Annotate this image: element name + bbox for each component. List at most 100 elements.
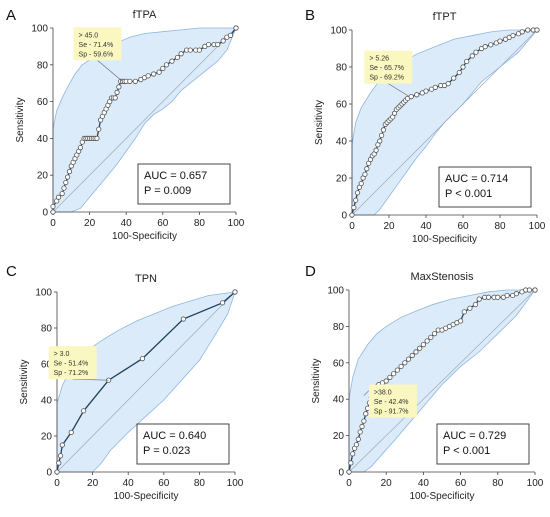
p-value: P < 0.001 (443, 445, 490, 457)
roc-point (357, 429, 363, 435)
x-tick-label: 0 (54, 478, 60, 489)
x-tick-label: 0 (349, 221, 355, 232)
x-tick-label: 0 (346, 478, 352, 489)
roc-point (205, 41, 212, 48)
roc-panel-a: 0 20 40 60 80 100 0 20 40 60 80 100 > 45.0 Se - 71.4%… (6, 7, 245, 242)
roc-point (160, 65, 166, 72)
x-tick-label: 80 (194, 478, 206, 489)
roc-point (59, 191, 65, 197)
roc-point (428, 334, 434, 340)
diagonal-reference-line (348, 289, 536, 473)
roc-point (413, 349, 419, 355)
roc-point (488, 42, 494, 48)
y-tick-label: 100 (31, 24, 48, 35)
roc-point (116, 84, 122, 90)
x-tick-label: 60 (455, 478, 467, 489)
roc-markers (54, 289, 238, 475)
roc-point (495, 294, 501, 300)
roc-point (81, 408, 87, 414)
roc-point (423, 88, 429, 94)
roc-point (391, 371, 397, 377)
y-tick-label: 100 (327, 286, 344, 297)
roc-point (57, 453, 64, 459)
y-axis-label: Sensitivity (314, 100, 325, 145)
roc-point (354, 190, 361, 196)
roc-point (472, 301, 479, 308)
roc-point (504, 292, 510, 299)
x-tick-label: 100 (227, 478, 244, 489)
cutoff-annotation-box (368, 384, 417, 418)
y-tick-label: 60 (333, 358, 345, 369)
roc-point (424, 338, 430, 344)
roc-point (432, 84, 438, 90)
roc-point (63, 179, 69, 186)
roc-point (456, 69, 462, 76)
y-tick-label: 40 (333, 395, 345, 406)
x-tick-label: 80 (494, 221, 506, 232)
panel-title: TPN (135, 273, 157, 285)
x-axis-label: 100-Specificity (112, 231, 177, 242)
roc-point (510, 32, 516, 39)
cutoff-annotation-text: Se - 71.4% (79, 42, 114, 49)
roc-point (232, 289, 238, 295)
roc-point (77, 145, 84, 151)
roc-point (56, 460, 62, 466)
x-tick-label: 0 (50, 218, 56, 229)
roc-point (513, 291, 520, 297)
y-axis-label: Sensitivity (19, 359, 30, 404)
roc-panel-b: 0 20 40 60 80 100 0 20 40 60 80 100 > 5.26 Se - 65.7%… (305, 7, 546, 245)
cutoff-annotation-box (73, 27, 122, 61)
roc-point (348, 460, 354, 466)
roc-point (358, 180, 364, 187)
y-tick-label: 100 (35, 288, 52, 299)
roc-point (405, 356, 412, 362)
roc-point (94, 135, 100, 141)
roc-point (151, 71, 157, 77)
y-tick-label: 60 (37, 97, 49, 108)
roc-point (355, 436, 361, 442)
auc-stats-box (136, 423, 230, 465)
panel-title: fTPA (133, 9, 157, 21)
roc-point (363, 411, 369, 417)
x-axis-label: 100-Specificity (113, 491, 178, 502)
cutoff-annotation-text: Sp - 91.7% (374, 409, 409, 416)
roc-point (187, 47, 193, 53)
y-tick-label: 20 (37, 171, 49, 182)
x-axis-label: 100-Specificity (409, 491, 474, 502)
x-tick-label: 100 (527, 478, 544, 489)
roc-point (417, 345, 423, 351)
roc-point (139, 355, 146, 362)
auc-stats-box (438, 166, 532, 208)
cutoff-annotation-text: >38.0 (374, 390, 392, 397)
cutoff-annotation-text: > 5.26 (369, 56, 389, 63)
roc-point (351, 205, 357, 211)
roc-point (215, 41, 221, 48)
roc-point (398, 363, 404, 370)
x-tick-label: 100 (228, 218, 245, 229)
roc-point (196, 47, 202, 53)
y-tick-label: 60 (41, 360, 53, 371)
x-tick-label: 60 (157, 218, 169, 229)
x-tick-label: 60 (158, 478, 170, 489)
roc-point (534, 27, 540, 33)
y-tick-label: 80 (37, 60, 49, 71)
roc-point (451, 75, 457, 81)
roc-point (233, 25, 239, 31)
annotation-leader-line (72, 378, 109, 381)
auc-stats-box (137, 163, 231, 205)
x-tick-label: 20 (381, 478, 393, 489)
roc-point (525, 27, 531, 33)
roc-point (59, 442, 65, 448)
panel-title: MaxStenosis (411, 271, 474, 283)
x-tick-label: 40 (123, 478, 135, 489)
y-tick-label: 20 (41, 432, 53, 443)
roc-point (65, 174, 71, 180)
roc-point (180, 316, 186, 322)
roc-point (431, 331, 438, 337)
x-tick-label: 100 (529, 221, 546, 232)
roc-point (219, 300, 226, 306)
roc-point (457, 318, 464, 324)
roc-point (394, 367, 400, 373)
auc-value: AUC = 0.640 (143, 430, 206, 442)
roc-point (377, 138, 383, 144)
